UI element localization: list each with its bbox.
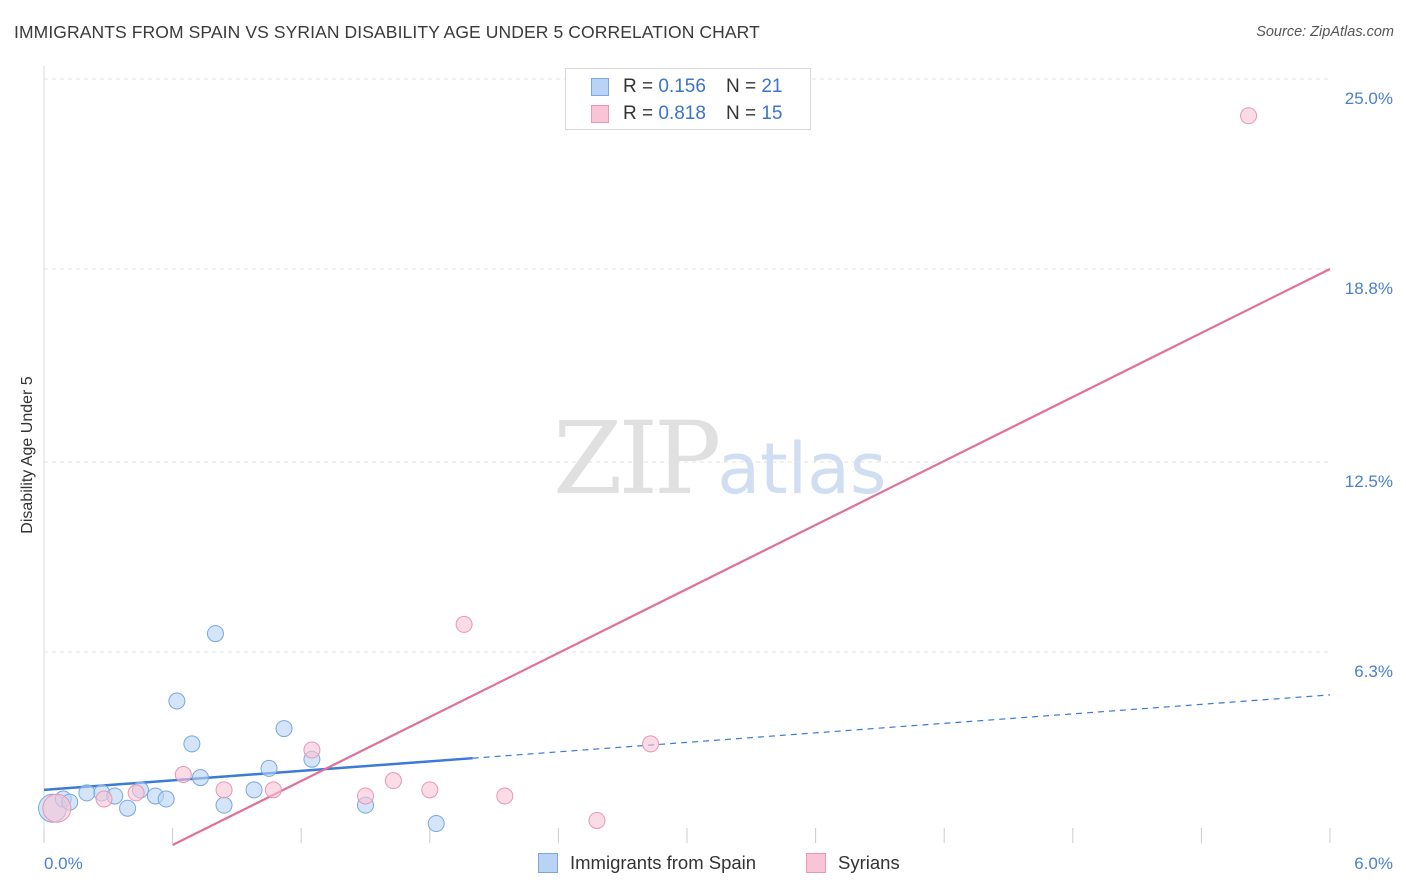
y-tick-label: 25.0%: [1345, 89, 1393, 108]
point-syrians: [215, 781, 233, 799]
point-spain: [191, 769, 209, 787]
legend-n-label: N =: [725, 103, 757, 124]
source-label: Source: ZipAtlas.com: [1256, 24, 1394, 40]
point-syrians: [421, 781, 439, 799]
legend-label: Immigrants from Spain: [570, 852, 757, 873]
point-spain: [183, 735, 201, 753]
tick-labels: 6.3% 12.5% 18.8% 25.0% 0.0% 6.0%: [44, 89, 1393, 873]
y-tick-label: 6.3%: [1354, 662, 1393, 681]
legend-r-value: 0.156: [658, 76, 706, 97]
point-spain: [78, 784, 96, 802]
trend-line-spain-projection: [472, 694, 1331, 759]
point-spain: [260, 759, 278, 777]
watermark-zip: ZIP: [553, 400, 721, 517]
point-spain: [119, 799, 137, 817]
legend-n-value: 15: [761, 103, 783, 124]
legend-item-spain: Immigrants from Spain: [538, 852, 756, 874]
y-tick-label: 18.8%: [1345, 279, 1393, 298]
legend-swatch-blue: [591, 78, 609, 96]
y-tick-label: 12.5%: [1345, 472, 1393, 491]
point-spain: [245, 781, 263, 799]
data-points: [38, 107, 1258, 833]
legend-swatch-blue: [538, 853, 558, 873]
point-spain: [215, 796, 233, 814]
point-syrians: [1240, 107, 1258, 125]
series-legend: Immigrants from Spain Syrians: [0, 852, 1406, 878]
point-syrians: [455, 615, 473, 633]
x-tick-label: 0.0%: [44, 854, 83, 873]
legend-swatch-pink: [591, 105, 609, 123]
axes: [43, 66, 1331, 843]
legend-n-value: 21: [761, 76, 783, 97]
correlation-legend: R = 0.156 N = 21 R = 0.818 N = 15: [565, 68, 811, 130]
point-spain: [275, 720, 293, 738]
point-syrians: [357, 787, 374, 805]
chart-title: IMMIGRANTS FROM SPAIN VS SYRIAN DISABILI…: [14, 22, 760, 42]
point-syrians: [384, 772, 402, 790]
point-syrians: [642, 735, 660, 753]
legend-row-syrians: R = 0.818 N = 15: [591, 101, 782, 127]
watermark-atlas: atlas: [717, 428, 887, 510]
trend-lines: [43, 267, 1331, 846]
watermark: ZIPatlas: [553, 400, 886, 517]
point-spain: [157, 790, 175, 808]
point-syrians: [496, 787, 514, 805]
point-syrians: [264, 781, 282, 799]
legend-r-value: 0.818: [658, 103, 706, 124]
point-spain: [427, 815, 445, 833]
point-syrians: [588, 811, 606, 829]
point-syrians: [127, 784, 145, 802]
legend-item-syrians: Syrians: [806, 852, 900, 874]
x-tick-label: 6.0%: [1354, 854, 1393, 873]
trend-line-syrians: [172, 267, 1331, 846]
legend-label: Syrians: [838, 852, 900, 873]
point-spain: [206, 625, 224, 643]
legend-r-label: R =: [623, 103, 654, 124]
point-syrians: [174, 766, 192, 784]
point-syrians: [303, 741, 321, 759]
point-syrians: [95, 790, 113, 808]
legend-r-label: R =: [623, 76, 654, 97]
point-spain: [168, 692, 186, 710]
legend-row-spain: R = 0.156 N = 21: [591, 74, 782, 100]
legend-swatch-pink: [806, 853, 826, 873]
trend-line-spain: [43, 756, 473, 792]
point-syrians: [42, 793, 72, 823]
legend-n-label: N =: [725, 76, 757, 97]
